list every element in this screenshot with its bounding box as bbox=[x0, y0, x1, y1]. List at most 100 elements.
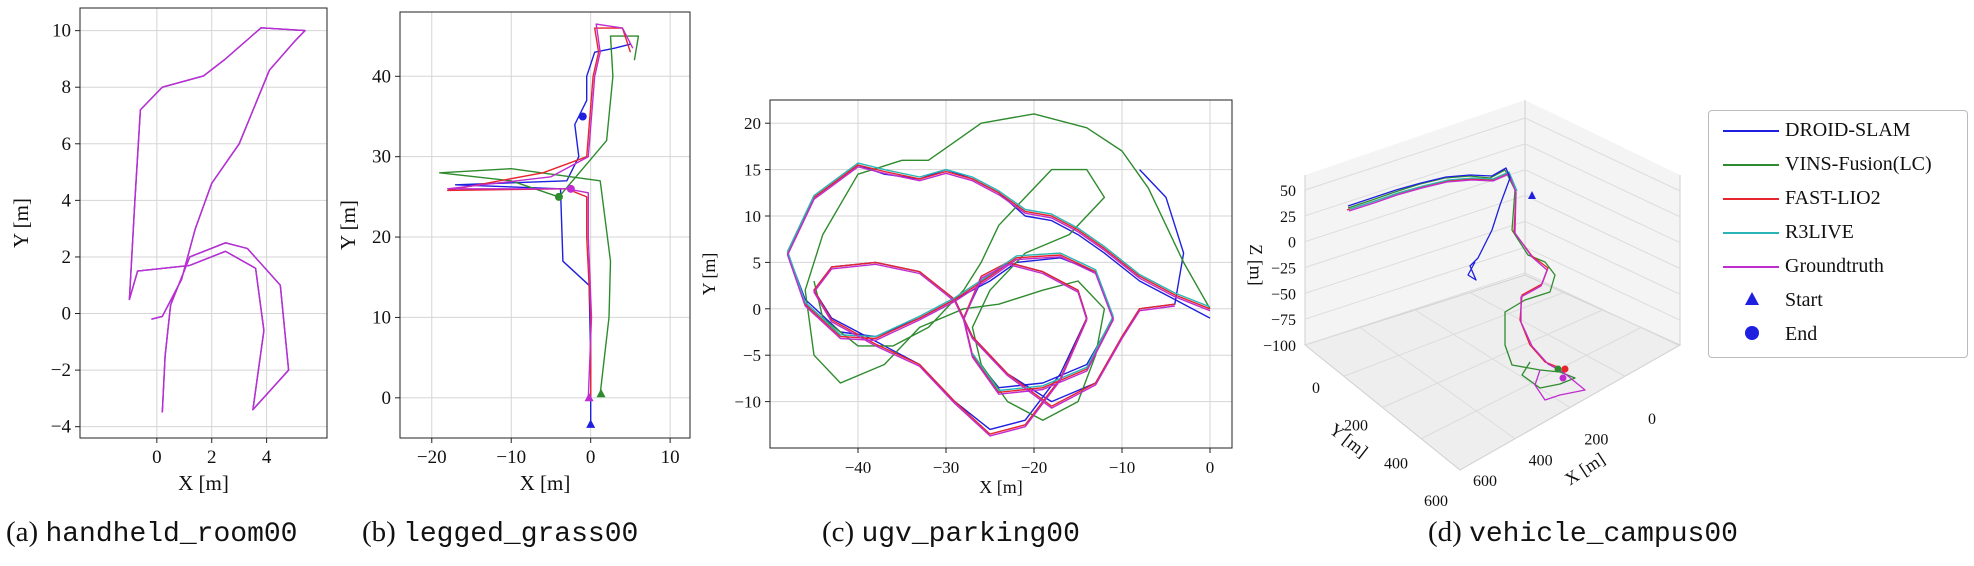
legend-label: Groundtruth bbox=[1785, 255, 1884, 277]
end-marker-3d-fastlio bbox=[1561, 365, 1569, 373]
legend-label: R3LIVE bbox=[1785, 221, 1854, 243]
y-tick-label: 10 bbox=[52, 21, 71, 42]
start-marker-droid-slam bbox=[586, 419, 596, 428]
y-tick-label: 15 bbox=[744, 161, 761, 180]
x-tick-label: 0 bbox=[152, 447, 162, 468]
y-tick-label: 10 bbox=[372, 307, 391, 328]
z-tick-label: −75 bbox=[1271, 312, 1296, 329]
caption-name: legged_grass00 bbox=[403, 519, 639, 550]
x-axis-label: X [m] bbox=[520, 471, 571, 495]
plot-frame bbox=[769, 99, 1233, 449]
legend-line-groundtruth bbox=[1723, 266, 1779, 268]
start-triangle-icon bbox=[1745, 292, 1759, 305]
end-circle-icon bbox=[1745, 326, 1759, 340]
z-grid-line bbox=[1304, 220, 1526, 294]
z-tick-label: −25 bbox=[1271, 261, 1296, 278]
z-grid-line bbox=[1524, 272, 1681, 347]
legend-label: FAST-LIO2 bbox=[1785, 187, 1881, 209]
caption-prefix: (c) bbox=[822, 516, 862, 548]
y-tick-label: 8 bbox=[62, 77, 72, 98]
z-grid-line bbox=[1304, 246, 1526, 320]
x-axis-label: X [m] bbox=[1561, 449, 1608, 489]
series-line-droid-slam bbox=[128, 27, 306, 413]
x-tick-label: −20 bbox=[417, 447, 447, 468]
y-tick-label: 30 bbox=[372, 147, 391, 168]
x-tick-label: 0 bbox=[1206, 458, 1215, 477]
y-tick-label: 5 bbox=[753, 253, 762, 272]
y-tick-label: 10 bbox=[744, 207, 761, 226]
legend-line-r3live bbox=[1723, 232, 1779, 234]
legend-item-fast-lio2: FAST-LIO2 bbox=[1709, 183, 1967, 213]
floor-grid-line bbox=[1382, 309, 1603, 408]
start-marker-groundtruth bbox=[584, 392, 594, 402]
y-axis-label: Y [m] bbox=[336, 200, 360, 250]
z-tick-label: 50 bbox=[1280, 183, 1296, 200]
panel-a: 0 2 4 −4 −2 0 2 4 6 8 10 X [m] Y [m] bbox=[9, 7, 328, 495]
z-grid-line bbox=[1524, 143, 1681, 218]
x-tick-label: 10 bbox=[661, 447, 680, 468]
x-tick-label: 0 bbox=[1648, 411, 1656, 428]
y-tick-label: 2 bbox=[62, 247, 72, 268]
y-tick-label: 6 bbox=[62, 134, 72, 155]
series-line-groundtruth bbox=[128, 27, 306, 413]
start-marker-vins-fusion-lc bbox=[596, 388, 606, 398]
z-grid-line bbox=[1524, 117, 1681, 192]
x-axis-label: X [m] bbox=[979, 477, 1023, 497]
plot-frame bbox=[399, 11, 691, 439]
y-tick-label: −2 bbox=[51, 360, 71, 381]
panel-d: −100−75−50−250255002004006000200400600Y … bbox=[1246, 100, 1682, 510]
y-tick-label: 4 bbox=[62, 190, 72, 211]
x-tick-label: 600 bbox=[1473, 473, 1497, 490]
z-grid-line bbox=[1524, 195, 1681, 269]
plot-frame bbox=[79, 7, 328, 439]
series-line-groundtruth bbox=[447, 23, 634, 398]
x-tick-label: −30 bbox=[933, 458, 960, 477]
floor-grid-line bbox=[1469, 292, 1626, 377]
legend-line-vins-fusion bbox=[1723, 164, 1779, 166]
y-tick-label: 600 bbox=[1424, 493, 1448, 510]
z-grid-line bbox=[1524, 169, 1681, 244]
y-tick-label: 400 bbox=[1384, 455, 1408, 472]
end-marker-groundtruth bbox=[566, 184, 575, 193]
series-line-r3live bbox=[786, 162, 1211, 392]
series-line-vins-fusion-lc bbox=[804, 113, 1211, 421]
y-tick-label: 0 bbox=[1312, 380, 1320, 397]
series-line-3d-r3live bbox=[1349, 171, 1518, 210]
caption-a: (a) handheld_room00 bbox=[6, 516, 297, 550]
y-tick-label: −5 bbox=[743, 346, 761, 365]
caption-c: (c) ugv_parking00 bbox=[822, 516, 1080, 550]
legend-label: VINS-Fusion(LC) bbox=[1785, 153, 1932, 175]
x-tick-label: −10 bbox=[496, 447, 526, 468]
start-marker-3d bbox=[1528, 191, 1536, 199]
end-marker-droid-slam bbox=[578, 112, 587, 121]
legend-item-groundtruth: Groundtruth bbox=[1709, 251, 1967, 281]
end-marker-3d-vins bbox=[1554, 365, 1562, 373]
legend-label: End bbox=[1785, 323, 1818, 345]
y-tick-label: −4 bbox=[51, 417, 72, 438]
x-tick-label: −20 bbox=[1021, 458, 1048, 477]
z-tick-label: −50 bbox=[1271, 286, 1296, 303]
y-tick-label: 200 bbox=[1344, 418, 1368, 435]
y-tick-label: 20 bbox=[372, 227, 391, 248]
z-axis-label: Z [m] bbox=[1246, 244, 1266, 285]
legend-item-r3live: R3LIVE bbox=[1709, 217, 1967, 247]
legend-label: DROID-SLAM bbox=[1785, 119, 1911, 141]
end-marker-vins-fusion-lc bbox=[554, 192, 563, 201]
panel-c: −40 −30 −20 −10 0 −10 −5 0 5 10 15 20 X [m] Y [m] bbox=[699, 99, 1233, 497]
x-tick-label: −40 bbox=[845, 458, 872, 477]
y-tick-label: 0 bbox=[382, 388, 392, 409]
floor-grid-line bbox=[1421, 327, 1642, 440]
legend-item-droid-slam: DROID-SLAM bbox=[1709, 115, 1967, 145]
series-line-groundtruth bbox=[786, 166, 1211, 437]
caption-prefix: (d) bbox=[1428, 516, 1470, 548]
y-tick-label: 0 bbox=[62, 304, 72, 325]
legend-line-droid-slam bbox=[1723, 130, 1779, 132]
y-tick-label: 20 bbox=[744, 114, 761, 133]
panel-b: −20 −10 0 10 0 10 20 30 40 X [m] Y [m] bbox=[336, 11, 691, 495]
caption-name: handheld_room00 bbox=[45, 519, 298, 550]
legend-item-start: Start bbox=[1709, 285, 1967, 315]
series-line-vins-fusion-lc bbox=[439, 35, 640, 394]
z-grid-line bbox=[1304, 117, 1526, 191]
z-grid-line bbox=[1304, 195, 1526, 268]
back-panes bbox=[1305, 100, 1680, 345]
